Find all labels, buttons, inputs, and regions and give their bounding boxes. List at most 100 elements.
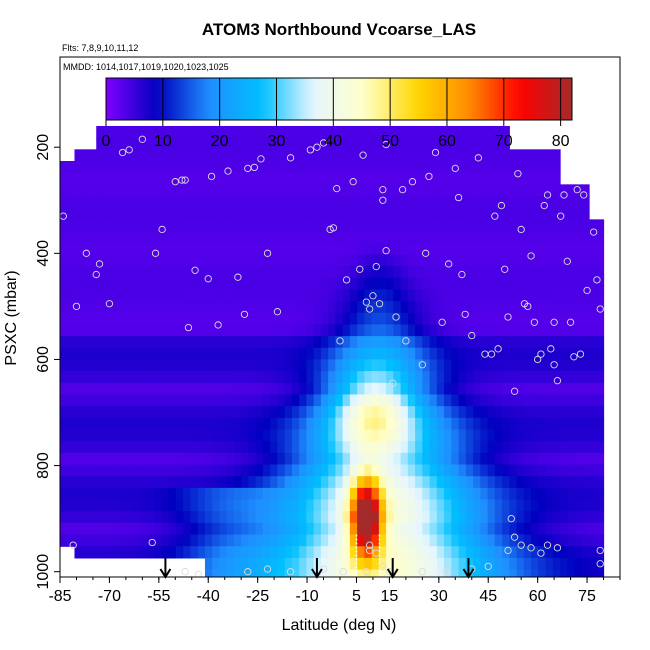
heatmap-cell [349, 569, 358, 577]
heatmap-cell [255, 487, 264, 501]
heatmap-cell [589, 289, 597, 302]
heatmap-cell [241, 347, 250, 361]
heatmap-cell [523, 522, 532, 536]
heatmap-cell [473, 242, 481, 255]
heatmap-cell [212, 231, 221, 244]
heatmap-cell [523, 546, 532, 559]
heatmap-cell [393, 359, 402, 372]
heatmap-cell [422, 394, 431, 407]
heatmap-cell [103, 207, 112, 220]
heatmap-cell [560, 452, 568, 466]
heatmap-cell [531, 464, 539, 477]
heatmap-cell [204, 359, 213, 372]
heatmap-cell [219, 312, 228, 326]
heatmap-cell [306, 371, 315, 384]
dates-label: MMDD: 1014,1017,1019,1020,1023,1025 [63, 62, 229, 72]
heatmap-cell [581, 546, 590, 559]
heatmap-cell [67, 371, 76, 384]
heatmap-cell [378, 557, 387, 571]
heatmap-cell [328, 172, 336, 185]
heatmap-cell [386, 125, 394, 139]
heatmap-cell [335, 172, 344, 185]
heatmap-cell [299, 161, 307, 174]
heatmap-cell [378, 184, 387, 197]
heatmap-cell [212, 336, 221, 349]
heatmap-cell [444, 382, 452, 396]
heatmap-cell [67, 242, 76, 255]
heatmap-cell [436, 382, 445, 396]
heatmap-cell [429, 289, 438, 302]
heatmap-cell [60, 464, 68, 477]
heatmap-cell [81, 522, 90, 536]
heatmap-cell [574, 476, 583, 489]
heatmap-cell [241, 254, 250, 267]
heatmap-cell [473, 406, 481, 419]
heatmap-cell [139, 511, 148, 524]
heatmap-cell [502, 406, 510, 419]
heatmap-cell [248, 464, 257, 477]
heatmap-cell [516, 452, 525, 466]
heatmap-cell [161, 254, 170, 267]
heatmap-cell [386, 289, 394, 302]
heatmap-cell [436, 277, 445, 291]
heatmap-cell [516, 546, 525, 559]
heatmap-cell [161, 406, 170, 419]
heatmap-cell [596, 266, 605, 279]
heatmap-cell [320, 487, 329, 501]
heatmap-cell [74, 429, 83, 442]
heatmap-cell [487, 382, 496, 396]
heatmap-cell [494, 464, 503, 477]
sample-point [339, 568, 347, 576]
heatmap-cell [415, 371, 423, 384]
heatmap-cell [371, 569, 380, 577]
heatmap-cell [509, 382, 518, 396]
heatmap-cell [219, 464, 228, 477]
heatmap-cell [88, 161, 97, 174]
heatmap-cell [154, 476, 163, 489]
heatmap-cell [74, 324, 83, 337]
heatmap-cell [190, 382, 199, 396]
heatmap-cell [574, 184, 583, 197]
heatmap-cell [567, 219, 576, 232]
heatmap-cell [516, 569, 525, 577]
heatmap-cell [139, 289, 148, 302]
heatmap-cell [132, 266, 141, 279]
heatmap-cell [567, 429, 576, 442]
heatmap-cell [386, 324, 394, 337]
heatmap-cell [415, 196, 423, 209]
sample-point [484, 562, 492, 571]
heatmap-cell [320, 125, 329, 139]
sample-point [204, 275, 212, 283]
heatmap-cell [88, 149, 97, 162]
heatmap-cell [132, 277, 141, 291]
heatmap-cell [328, 522, 336, 536]
heatmap-cell [248, 476, 257, 489]
heatmap-cell [197, 347, 206, 361]
heatmap-cell [523, 511, 532, 524]
heatmap-cell [596, 499, 605, 512]
heatmap-cell [255, 277, 264, 291]
heatmap-cell [364, 476, 373, 489]
heatmap-cell [523, 487, 532, 501]
heatmap-cell [241, 511, 250, 524]
heatmap-cell [219, 429, 228, 442]
heatmap-cell [248, 511, 257, 524]
heatmap-cell [110, 301, 119, 314]
heatmap-cell [190, 289, 199, 302]
heatmap-cell [451, 336, 460, 349]
heatmap-cell [502, 254, 510, 267]
heatmap-cell [204, 242, 213, 255]
heatmap-cell [132, 487, 141, 501]
heatmap-cell [175, 301, 184, 314]
heatmap-cell [494, 137, 503, 150]
heatmap-cell [574, 487, 583, 501]
heatmap-cell [175, 231, 184, 244]
heatmap-cell [81, 371, 90, 384]
heatmap-cell [146, 336, 155, 349]
heatmap-cell [400, 371, 409, 384]
heatmap-cell [371, 277, 380, 291]
heatmap-cell [422, 499, 431, 512]
heatmap-cell [67, 429, 76, 442]
heatmap-cell [284, 289, 293, 302]
heatmap-cell [487, 417, 496, 431]
